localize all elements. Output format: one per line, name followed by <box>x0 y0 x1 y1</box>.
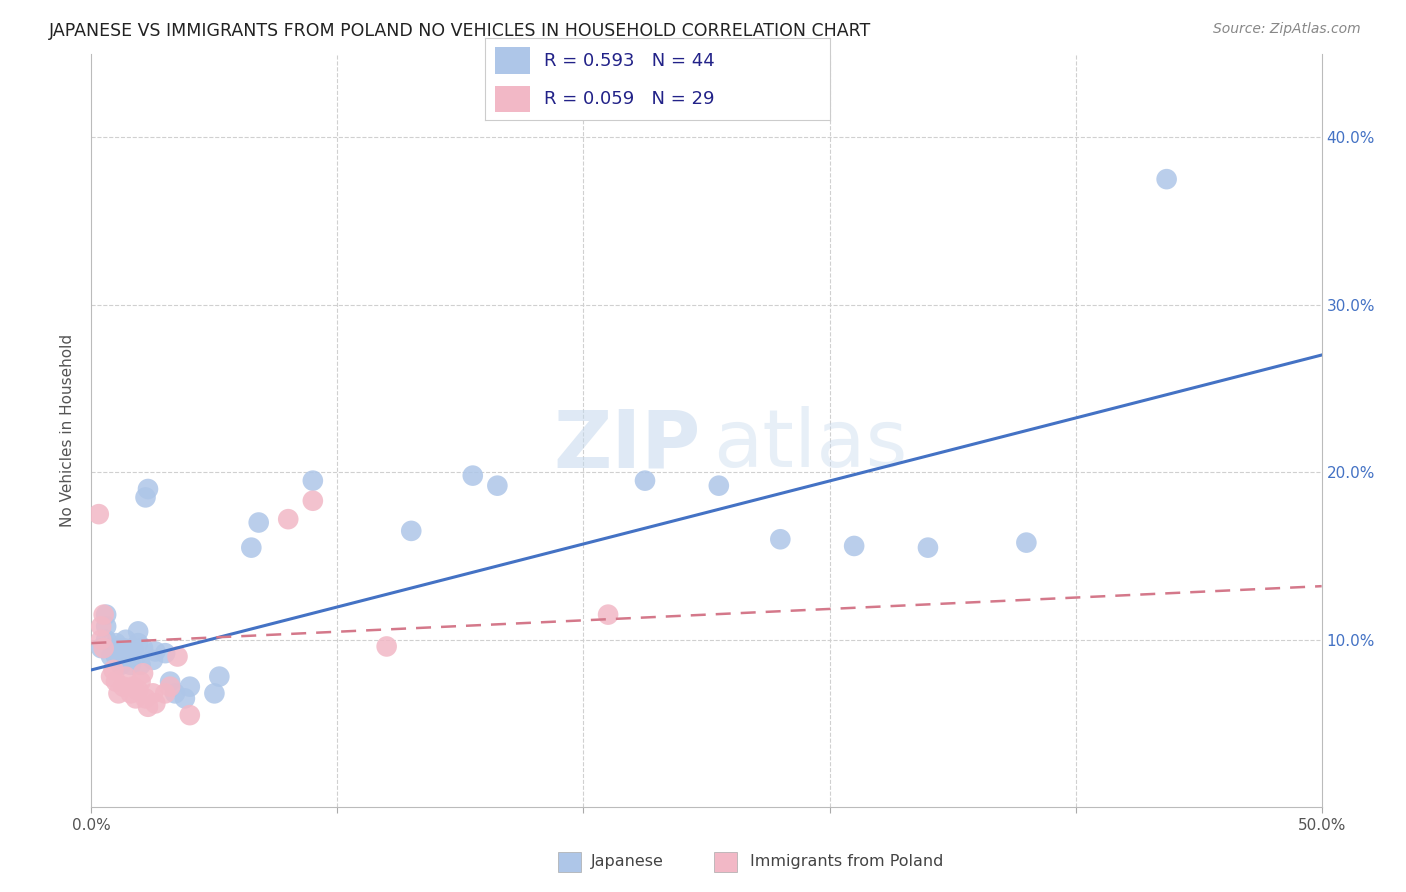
FancyBboxPatch shape <box>495 86 530 112</box>
Text: Source: ZipAtlas.com: Source: ZipAtlas.com <box>1213 22 1361 37</box>
Point <box>301 474 323 488</box>
Point <box>145 697 166 711</box>
Point <box>153 686 177 700</box>
Point <box>136 482 159 496</box>
Point <box>93 641 115 656</box>
Point <box>90 619 112 633</box>
Point <box>112 680 135 694</box>
Point <box>100 670 122 684</box>
Point <box>179 680 201 694</box>
Point <box>301 493 323 508</box>
Point <box>1015 535 1038 549</box>
Point <box>842 539 865 553</box>
Point <box>208 670 231 684</box>
Point <box>142 653 165 667</box>
Point <box>135 691 156 706</box>
Point <box>596 607 619 622</box>
Point <box>277 512 299 526</box>
Point <box>634 474 657 488</box>
Point <box>105 636 127 650</box>
Point <box>166 649 188 664</box>
Point <box>105 649 127 664</box>
Text: ZIP: ZIP <box>553 407 700 484</box>
Point <box>93 607 115 622</box>
Point <box>129 674 152 689</box>
Point <box>112 641 135 656</box>
Text: R = 0.593   N = 44: R = 0.593 N = 44 <box>544 52 714 70</box>
Text: Immigrants from Poland: Immigrants from Poland <box>749 855 943 869</box>
Point <box>103 641 125 656</box>
Point <box>153 646 177 660</box>
FancyBboxPatch shape <box>714 852 737 871</box>
Point <box>461 468 484 483</box>
Point <box>122 641 145 656</box>
Y-axis label: No Vehicles in Household: No Vehicles in Household <box>60 334 76 527</box>
FancyBboxPatch shape <box>495 47 530 74</box>
Point <box>124 649 146 664</box>
Point <box>247 516 270 530</box>
Point <box>132 666 155 681</box>
Text: JAPANESE VS IMMIGRANTS FROM POLAND NO VEHICLES IN HOUSEHOLD CORRELATION CHART: JAPANESE VS IMMIGRANTS FROM POLAND NO VE… <box>49 22 872 40</box>
Point <box>127 683 149 698</box>
Point <box>145 644 166 658</box>
Point <box>142 686 165 700</box>
Point <box>90 632 112 647</box>
Point <box>1156 172 1178 186</box>
Point <box>486 478 509 492</box>
Point <box>96 607 117 622</box>
Text: R = 0.059   N = 29: R = 0.059 N = 29 <box>544 90 714 108</box>
Point <box>107 686 129 700</box>
Point <box>240 541 263 555</box>
Point <box>90 641 112 656</box>
Point <box>174 691 197 706</box>
Point <box>179 708 201 723</box>
Point <box>375 640 398 654</box>
Point <box>120 649 142 664</box>
Point <box>105 674 127 689</box>
Point <box>103 663 125 677</box>
Point <box>132 641 155 656</box>
Point <box>100 649 122 664</box>
Point <box>122 680 145 694</box>
Point <box>129 657 152 672</box>
Point <box>202 686 225 700</box>
Point <box>96 619 117 633</box>
Text: Japanese: Japanese <box>592 855 664 869</box>
Point <box>110 649 132 664</box>
Point <box>163 686 186 700</box>
Point <box>120 686 142 700</box>
Point <box>917 541 939 555</box>
Point <box>159 680 181 694</box>
FancyBboxPatch shape <box>558 852 582 871</box>
Point <box>707 478 730 492</box>
Point <box>399 524 422 538</box>
Point <box>159 674 181 689</box>
Point <box>127 624 149 639</box>
Point <box>136 699 159 714</box>
Point <box>120 657 142 672</box>
Point <box>114 632 138 647</box>
Text: atlas: atlas <box>713 407 907 484</box>
Point <box>110 657 132 672</box>
Point <box>114 670 138 684</box>
Point <box>96 632 117 647</box>
Point <box>769 533 792 547</box>
Point <box>127 636 149 650</box>
Point <box>124 691 146 706</box>
Point <box>87 507 110 521</box>
Point <box>135 491 156 505</box>
